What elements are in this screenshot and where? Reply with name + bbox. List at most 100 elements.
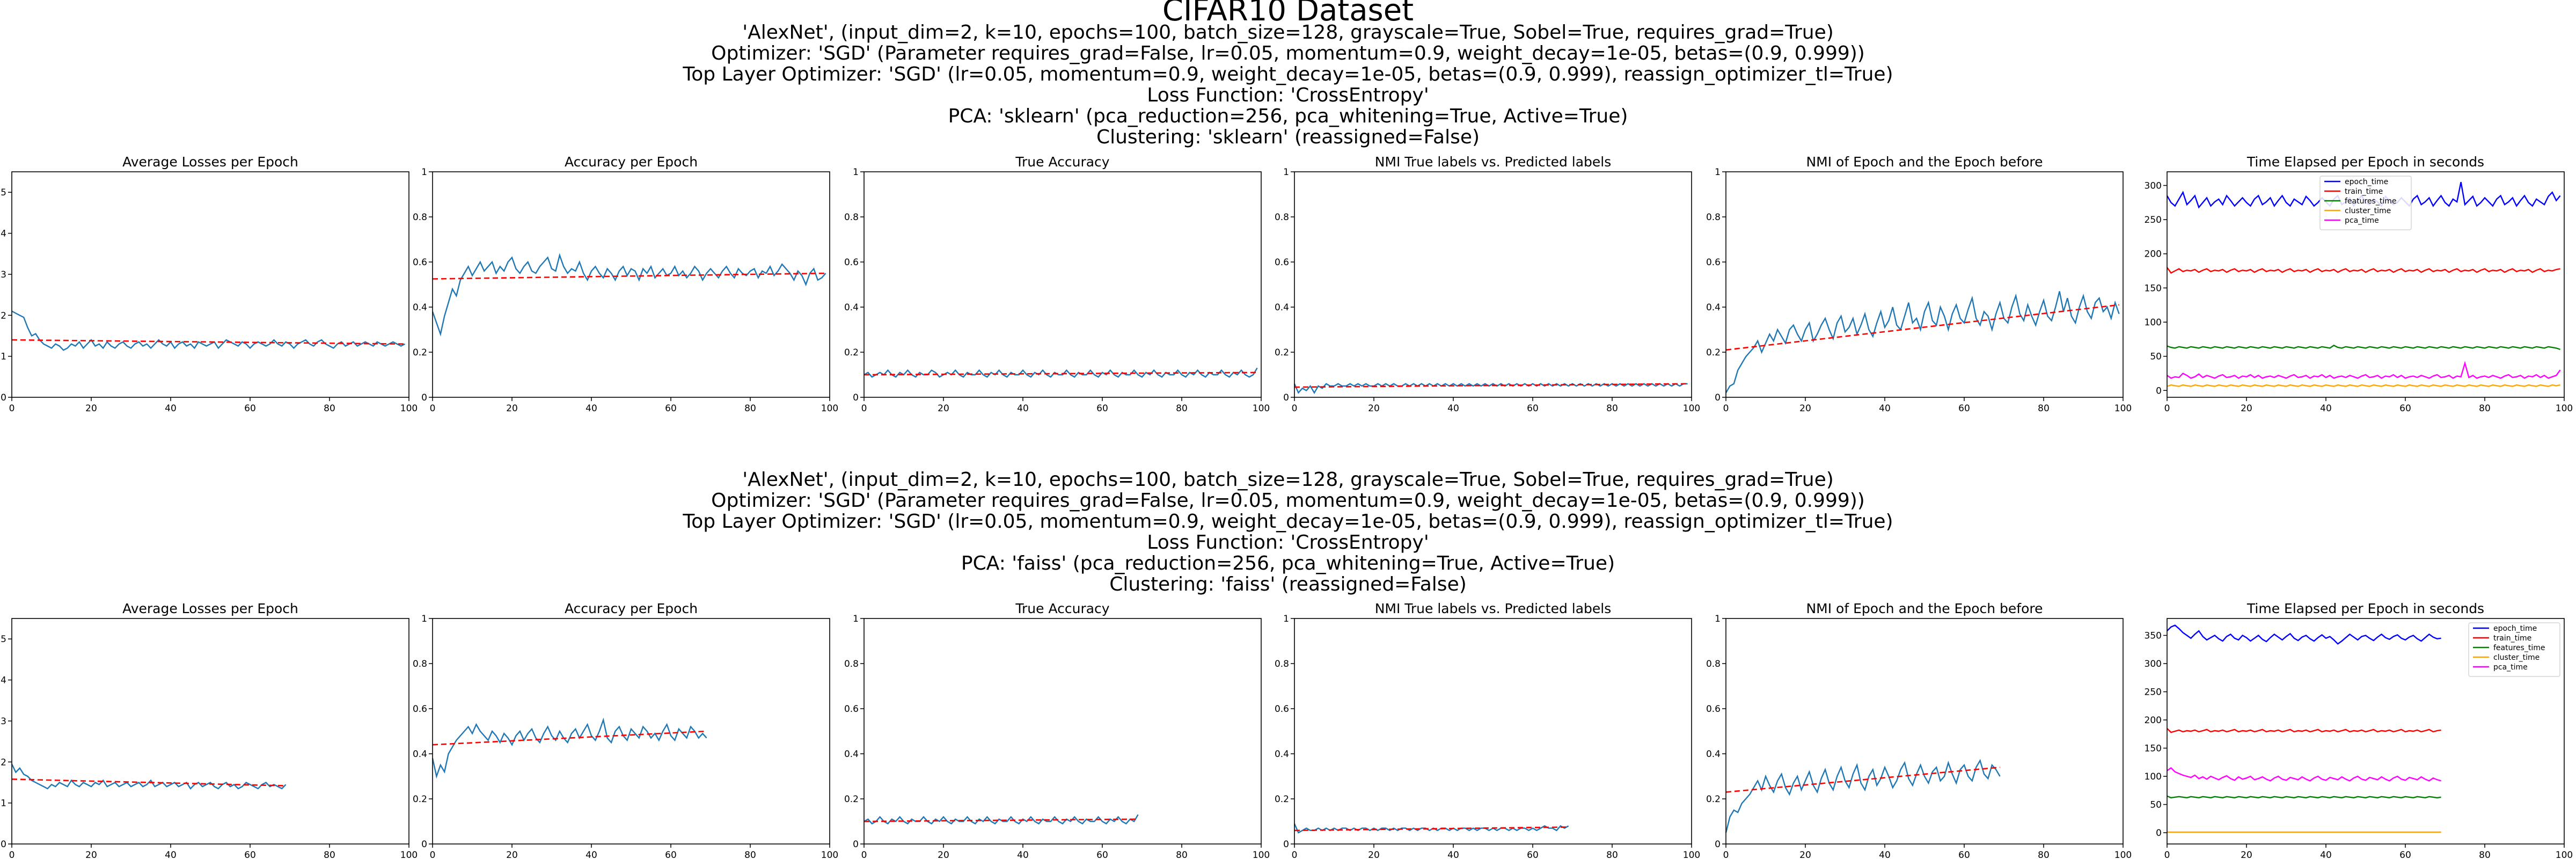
x-tick-label: 40 <box>586 403 597 414</box>
y-tick-label: 2 <box>1 757 6 768</box>
x-tick-label: 100 <box>2556 403 2573 414</box>
x-tick-label: 60 <box>1096 850 1108 859</box>
y-tick-label: 4 <box>1 675 6 686</box>
y-tick-label: 5 <box>1 187 6 198</box>
x-tick-label: 60 <box>1527 850 1539 859</box>
x-tick-label: 60 <box>244 403 256 414</box>
y-tick-label: 0.8 <box>1275 212 1289 223</box>
row-header-line: Clustering: 'sklearn' (reassigned=False) <box>1096 126 1480 148</box>
x-tick-label: 20 <box>938 850 949 859</box>
trend-line <box>432 272 826 280</box>
plot-frame <box>11 618 409 845</box>
chart-title: NMI True labels vs. Predicted labels <box>1375 601 1612 616</box>
chart-title: True Accuracy <box>1015 154 1109 170</box>
y-tick-label: 0.4 <box>413 302 427 313</box>
y-tick-label: 1 <box>421 614 427 624</box>
legend-box <box>2319 176 2412 230</box>
y-tick-label: 0.6 <box>1706 257 1721 268</box>
y-tick-label: 0.2 <box>1275 794 1289 805</box>
y-tick-label: 0.4 <box>1706 302 1721 313</box>
y-tick-label: 300 <box>2145 659 2162 669</box>
series-line-values <box>431 717 707 779</box>
row-header-line: Clustering: 'faiss' (reassigned=False) <box>1109 573 1467 595</box>
x-tick-label: 100 <box>1253 850 1270 859</box>
y-tick-label: 1 <box>853 167 859 178</box>
legend-label: cluster_time <box>2493 653 2540 662</box>
y-tick-label: 0.6 <box>1275 257 1289 268</box>
figure-suptitle: CIFAR10 Dataset <box>1162 0 1414 28</box>
chart-title: Accuracy per Epoch <box>565 601 698 616</box>
row-header-line: PCA: 'sklearn' (pca_reduction=256, pca_w… <box>948 105 1628 127</box>
y-tick-label: 0.2 <box>413 794 427 805</box>
y-tick-label: 5 <box>1 634 6 645</box>
x-tick-label: 100 <box>2114 850 2132 859</box>
chart-panel: NMI True labels vs. Predicted labels 0 20 4… <box>1275 601 1700 859</box>
x-tick-label: 100 <box>400 850 418 859</box>
y-tick-label: 0.2 <box>1275 347 1289 358</box>
x-tick-label: 80 <box>324 403 335 414</box>
row-header-line: 'AlexNet', (input_dim=2, k=10, epochs=10… <box>742 469 1834 491</box>
x-tick-label: 80 <box>744 403 756 414</box>
legend-label: features_time <box>2345 197 2396 206</box>
x-tick-label: 40 <box>586 850 597 859</box>
x-tick-label: 40 <box>165 850 177 859</box>
plot-frame <box>1725 618 2124 845</box>
y-tick-label: 0 <box>1715 392 1721 403</box>
x-tick-label: 80 <box>744 850 756 859</box>
y-tick-label: 200 <box>2145 249 2162 260</box>
legend-label: features_time <box>2493 644 2545 652</box>
y-tick-label: 250 <box>2145 215 2162 225</box>
row-header-line: Loss Function: 'CrossEntropy' <box>1147 532 1429 554</box>
row-headers: 'AlexNet', (input_dim=2, k=10, epochs=10… <box>682 21 1893 595</box>
x-tick-label: 0 <box>9 403 15 414</box>
chart-title: Average Losses per Epoch <box>122 601 298 616</box>
y-tick-label: 0.2 <box>1706 794 1721 805</box>
y-tick-label: 0.4 <box>1706 749 1721 760</box>
trend-line <box>1294 383 1688 388</box>
series-line-epoch_time <box>2167 624 2441 645</box>
x-tick-label: 20 <box>506 850 518 859</box>
chart-title: True Accuracy <box>1015 601 1109 616</box>
plot-frame <box>1294 618 1692 845</box>
chart-title: Accuracy per Epoch <box>565 154 698 170</box>
y-tick-label: 100 <box>2145 771 2162 782</box>
x-tick-label: 40 <box>2320 850 2332 859</box>
trend-line <box>11 778 286 787</box>
x-tick-label: 80 <box>2479 850 2491 859</box>
y-tick-label: 0.8 <box>413 212 427 223</box>
y-tick-label: 0.8 <box>844 659 859 669</box>
y-tick-label: 1 <box>421 167 427 178</box>
x-tick-label: 80 <box>1606 850 1618 859</box>
legend: epoch_timetrain_timefeatures_timecluster… <box>2319 176 2412 230</box>
trend-line <box>863 818 1138 822</box>
x-tick-label: 20 <box>85 850 97 859</box>
x-tick-label: 20 <box>938 403 949 414</box>
y-tick-label: 0 <box>1715 839 1721 850</box>
chart-title: Time Elapsed per Epoch in seconds <box>2246 601 2484 616</box>
legend-label: pca_time <box>2493 663 2528 672</box>
plot-frame <box>2167 618 2565 845</box>
x-tick-label: 40 <box>1447 850 1459 859</box>
plot-frame <box>432 171 830 398</box>
series-line-cluster_time <box>2167 384 2560 387</box>
x-tick-label: 20 <box>1799 403 1811 414</box>
row-header-line: Optimizer: 'SGD' (Parameter requires_gra… <box>711 490 1865 512</box>
y-tick-label: 150 <box>2145 283 2162 294</box>
series-line-pca_time <box>2167 361 2561 379</box>
x-tick-label: 0 <box>430 850 436 859</box>
y-tick-label: 3 <box>1 270 6 280</box>
trend-line <box>1725 304 2119 351</box>
x-tick-label: 80 <box>324 850 335 859</box>
x-tick-label: 0 <box>1723 850 1729 859</box>
plot-frame <box>1294 171 1692 398</box>
chart-title: NMI of Epoch and the Epoch before <box>1806 154 2043 170</box>
y-tick-label: 0.6 <box>844 257 859 268</box>
legend: epoch_timetrain_timefeatures_timecluster… <box>2468 622 2560 677</box>
x-tick-label: 0 <box>1292 403 1298 414</box>
x-tick-label: 20 <box>1799 850 1811 859</box>
chart-panel: Average Losses per Epoch 0 20 40 60 80 100 0 1 2 3… <box>1 154 418 414</box>
y-tick-label: 3 <box>1 716 6 727</box>
y-tick-label: 0 <box>421 839 427 850</box>
